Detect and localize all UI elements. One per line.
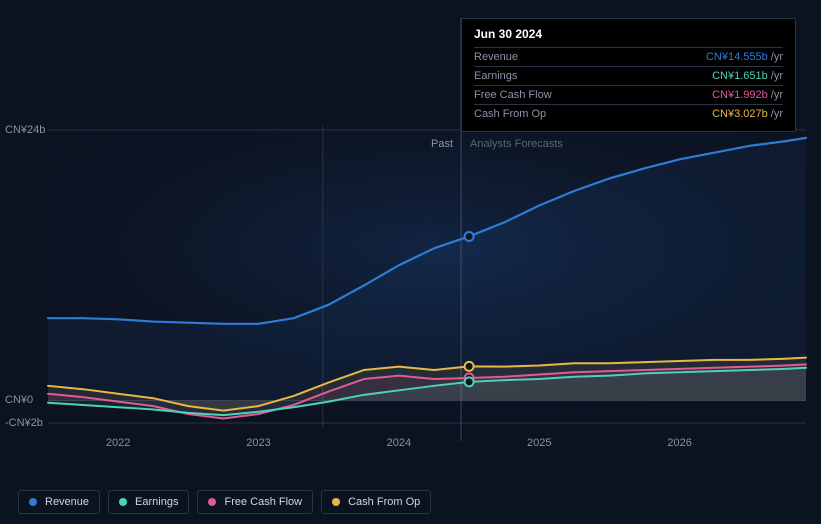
tooltip-row-unit: /yr xyxy=(771,51,783,63)
legend-item-label: Earnings xyxy=(135,496,178,508)
x-axis-label: 2026 xyxy=(667,437,691,449)
tooltip-row-revenue: Revenue CN¥14.555b/yr xyxy=(474,47,783,66)
y-axis-label: -CN¥2b xyxy=(5,417,43,429)
hover-tooltip: Jun 30 2024 RevenueCN¥14.555b/yrEarnings… xyxy=(461,18,796,132)
tooltip-row-unit: /yr xyxy=(771,89,783,101)
forecast-label: Analysts Forecasts xyxy=(470,138,563,150)
legend-dot-icon xyxy=(119,498,127,506)
legend-dot-icon xyxy=(29,498,37,506)
tooltip-row-earnings: Earnings CN¥1.651b/yr xyxy=(474,66,783,85)
x-axis-label: 2025 xyxy=(527,437,551,449)
tooltip-row-value: CN¥1.651b xyxy=(712,70,768,82)
tooltip-row-value: CN¥3.027b xyxy=(712,108,768,120)
legend-item-free_cash_flow[interactable]: Free Cash Flow xyxy=(197,490,313,514)
tooltip-date: Jun 30 2024 xyxy=(474,27,783,47)
tooltip-row-cash_from_op: Cash From Op CN¥3.027b/yr xyxy=(474,104,783,123)
legend: Revenue Earnings Free Cash Flow Cash From O… xyxy=(18,490,431,514)
tooltip-row-label: Free Cash Flow xyxy=(474,89,552,101)
tooltip-row-label: Revenue xyxy=(474,51,518,63)
legend-item-earnings[interactable]: Earnings xyxy=(108,490,189,514)
legend-dot-icon xyxy=(332,498,340,506)
legend-dot-icon xyxy=(208,498,216,506)
x-axis-label: 2024 xyxy=(387,437,411,449)
tooltip-row-value: CN¥1.992b xyxy=(712,89,768,101)
legend-item-revenue[interactable]: Revenue xyxy=(18,490,100,514)
y-axis-label: CN¥0 xyxy=(5,394,33,406)
x-axis-label: 2023 xyxy=(246,437,270,449)
tooltip-row-unit: /yr xyxy=(771,70,783,82)
y-axis-label: CN¥24b xyxy=(5,124,45,136)
tooltip-row-free_cash_flow: Free Cash Flow CN¥1.992b/yr xyxy=(474,85,783,104)
x-axis-label: 2022 xyxy=(106,437,130,449)
tooltip-row-unit: /yr xyxy=(771,108,783,120)
legend-item-cash_from_op[interactable]: Cash From Op xyxy=(321,490,431,514)
tooltip-row-value: CN¥14.555b xyxy=(706,51,768,63)
tooltip-row-label: Cash From Op xyxy=(474,108,546,120)
legend-item-label: Revenue xyxy=(45,496,89,508)
past-label: Past xyxy=(431,138,453,150)
legend-item-label: Cash From Op xyxy=(348,496,420,508)
tooltip-row-label: Earnings xyxy=(474,70,517,82)
legend-item-label: Free Cash Flow xyxy=(224,496,302,508)
